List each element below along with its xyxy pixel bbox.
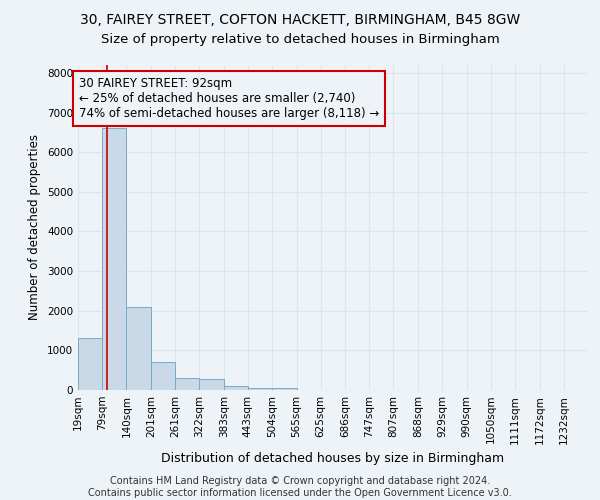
Text: Size of property relative to detached houses in Birmingham: Size of property relative to detached ho… xyxy=(101,32,499,46)
Bar xyxy=(248,388,272,390)
Bar xyxy=(175,378,199,390)
Y-axis label: Number of detached properties: Number of detached properties xyxy=(28,134,41,320)
Text: 30, FAIREY STREET, COFTON HACKETT, BIRMINGHAM, B45 8GW: 30, FAIREY STREET, COFTON HACKETT, BIRMI… xyxy=(80,12,520,26)
Bar xyxy=(224,386,248,390)
Bar xyxy=(151,362,175,390)
Text: Contains HM Land Registry data © Crown copyright and database right 2024.
Contai: Contains HM Land Registry data © Crown c… xyxy=(88,476,512,498)
Bar xyxy=(199,379,224,390)
X-axis label: Distribution of detached houses by size in Birmingham: Distribution of detached houses by size … xyxy=(161,452,505,465)
Bar xyxy=(272,388,296,390)
Bar xyxy=(127,307,151,390)
Text: 30 FAIREY STREET: 92sqm
← 25% of detached houses are smaller (2,740)
74% of semi: 30 FAIREY STREET: 92sqm ← 25% of detache… xyxy=(79,77,379,120)
Bar xyxy=(78,338,103,390)
Bar xyxy=(102,128,127,390)
